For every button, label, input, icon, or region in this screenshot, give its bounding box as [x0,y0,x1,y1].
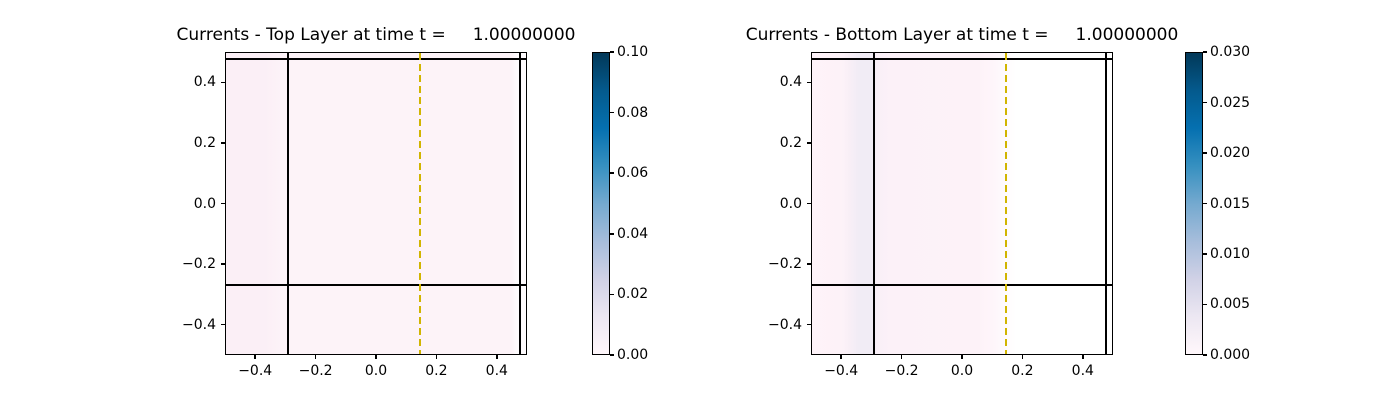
axes-bottom-layer [811,52,1113,355]
colorbar-tick-mark [610,233,614,235]
overlay-dashed-line [418,53,421,354]
y-tick-label: −0.4 [182,316,216,333]
y-tick-mark [806,142,811,144]
y-tick-mark [220,202,225,205]
colorbar-tick-mark [1203,101,1207,104]
colorbar-tick-label: 0.10 [617,44,649,60]
colorbar-tick-label: 0.020 [1210,144,1251,161]
colorbar-tick-mark [610,51,614,53]
x-tick-label: −0.2 [884,363,919,379]
x-tick-label: −0.2 [298,363,333,379]
overlay-line [872,53,875,354]
x-tick-mark [375,355,377,359]
colorbar-tick-label: 0.00 [617,347,649,363]
colorbar-tick-mark [1203,152,1207,154]
overlay-line [1105,53,1107,354]
x-tick-mark [496,355,498,359]
y-tick-mark [806,202,811,205]
x-tick-label: 0.2 [425,363,448,379]
x-tick-mark [435,355,438,359]
y-tick-label: 0.0 [193,195,216,212]
colorbar-tick-label: 0.005 [1210,296,1251,313]
colorbar-bottom-layer [1185,52,1203,355]
x-tick-mark [314,355,317,359]
y-tick-mark [806,263,811,265]
x-tick-mark [840,355,842,359]
overlay-line [812,283,1112,286]
y-tick-mark [220,323,225,326]
x-tick-mark [1082,355,1084,359]
y-tick-mark [806,81,811,84]
y-tick-mark [220,263,225,265]
x-tick-mark [1021,355,1024,359]
colorbar-tick-mark [1203,253,1207,255]
overlay-line [519,53,521,354]
colorbar-top-layer [592,52,610,355]
x-tick-label: 0.0 [950,363,974,379]
x-tick-mark [961,355,963,359]
axes-top-layer [225,52,527,355]
y-tick-label: −0.2 [182,256,216,273]
colorbar-tick-mark [610,354,614,356]
colorbar-tick-label: 0.000 [1210,347,1251,363]
colorbar-tick-mark [1203,51,1207,53]
y-tick-mark [220,142,225,144]
x-tick-mark [254,355,256,359]
x-tick-label: 0.2 [1011,363,1034,379]
x-tick-label: 0.4 [1071,363,1094,379]
y-tick-mark [806,323,811,326]
colorbar-tick-label: 0.010 [1210,246,1251,262]
y-tick-label: 0.4 [193,74,216,91]
colorbar-tick-label: 0.08 [617,104,649,121]
y-tick-label: 0.2 [779,134,802,151]
colorbar-tick-label: 0.025 [1210,94,1251,111]
overlay-line [812,58,1112,61]
heatmap-field-bottom-layer [812,53,1112,354]
y-tick-label: 0.0 [779,195,802,212]
x-tick-label: 0.0 [364,363,388,379]
y-tick-label: 0.2 [193,134,216,151]
y-tick-label: 0.4 [779,74,802,91]
overlay-line [226,283,526,286]
colorbar-tick-label: 0.04 [617,225,649,242]
colorbar-tick-mark [1203,202,1207,205]
colorbar-tick-label: 0.02 [617,286,649,303]
x-tick-label: −0.4 [238,363,273,379]
colorbar-tick-label: 0.06 [617,165,649,182]
colorbar-tick-mark [1203,303,1207,306]
heatmap-field-top-layer [226,53,526,354]
y-tick-mark [220,81,225,84]
x-tick-mark [900,355,903,359]
colorbar-tick-label: 0.015 [1210,195,1251,212]
colorbar-tick-mark [610,111,614,114]
overlay-line [286,53,289,354]
y-tick-label: −0.2 [768,256,802,273]
y-tick-label: −0.4 [768,316,802,333]
colorbar-tick-label: 0.030 [1210,44,1251,60]
colorbar-tick-mark [610,172,614,174]
colorbar-tick-mark [610,293,614,296]
x-tick-label: −0.4 [824,363,859,379]
panel-title-top-layer: Currents - Top Layer at time t = 1.00000… [176,25,576,45]
x-tick-label: 0.4 [485,363,508,379]
colorbar-tick-mark [1203,354,1207,356]
overlay-line [226,58,526,61]
overlay-dashed-line [1004,53,1007,354]
panel-title-bottom-layer: Currents - Bottom Layer at time t = 1.00… [745,25,1179,45]
